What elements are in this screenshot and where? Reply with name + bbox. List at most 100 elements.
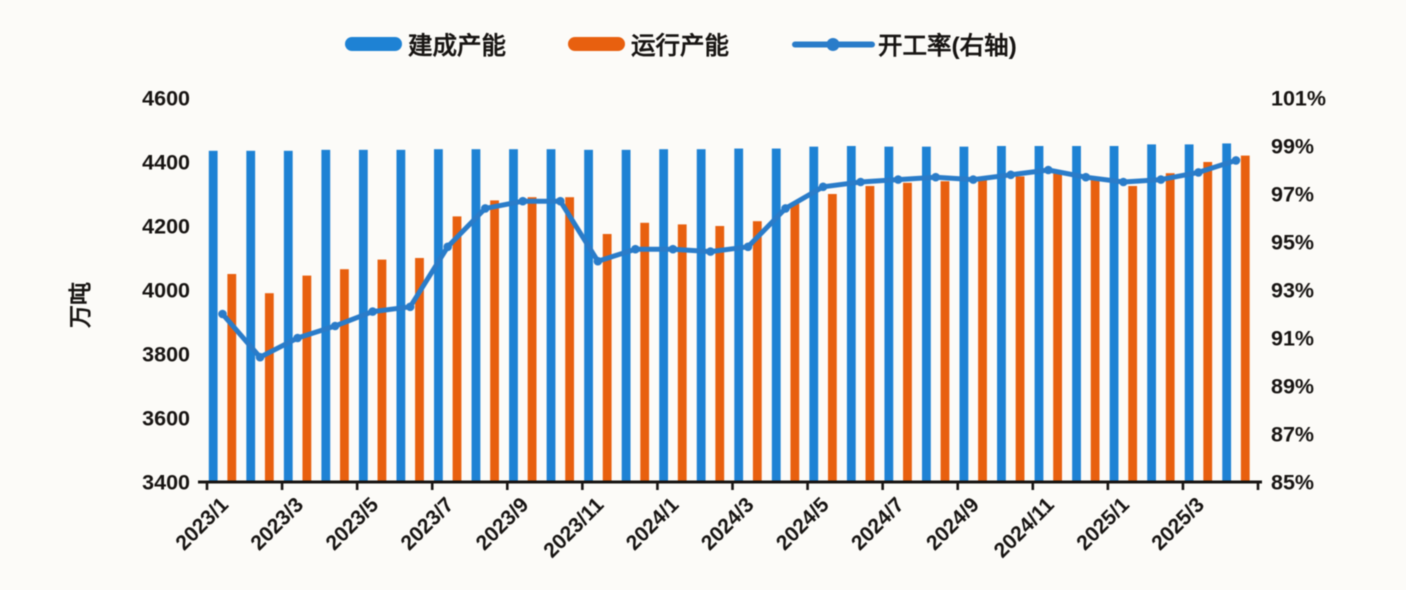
operating-rate-marker bbox=[856, 177, 865, 187]
left-axis-tick-label: 3600 bbox=[142, 407, 190, 431]
built-capacity-bar bbox=[321, 149, 331, 483]
operating-capacity-bar bbox=[715, 226, 725, 483]
operating-capacity-bar bbox=[377, 259, 387, 483]
operating-rate-marker bbox=[968, 175, 978, 184]
built-capacity-bar bbox=[1109, 146, 1119, 483]
operating-rate-marker bbox=[518, 196, 528, 206]
right-axis-tick-label: 87% bbox=[1271, 423, 1314, 447]
operating-capacity-bar bbox=[677, 224, 687, 483]
left-axis-tick-label: 4200 bbox=[142, 215, 190, 239]
built-capacity-bar bbox=[734, 148, 744, 483]
operating-capacity-bar bbox=[227, 274, 237, 483]
operating-rate-marker bbox=[368, 307, 377, 316]
right-axis-tick-label: 101% bbox=[1271, 87, 1326, 111]
operating-capacity-bar bbox=[415, 258, 424, 483]
operating-rate-marker bbox=[668, 244, 678, 254]
operating-capacity-bar bbox=[302, 275, 312, 483]
built-capacity-bar bbox=[997, 146, 1006, 483]
operating-capacity-bar bbox=[1053, 173, 1062, 483]
built-capacity-bar bbox=[959, 146, 969, 483]
x-axis-tick-label: 2023/7 bbox=[397, 493, 459, 555]
left-axis-tick-label: 4400 bbox=[142, 151, 190, 175]
operating-rate-marker bbox=[405, 302, 415, 312]
built-capacity-bar bbox=[246, 150, 256, 484]
built-capacity-bar bbox=[846, 146, 856, 483]
built-capacity-bar bbox=[1147, 144, 1156, 483]
built-capacity-bar bbox=[283, 150, 293, 484]
x-axis-tick-label: 2023/3 bbox=[246, 493, 308, 555]
operating-rate-marker bbox=[1119, 177, 1128, 187]
right-axis-tick-label: 91% bbox=[1271, 327, 1314, 351]
legend-item-built-swatch bbox=[345, 37, 402, 51]
operating-rate-marker bbox=[893, 175, 903, 184]
operating-capacity-bar bbox=[790, 203, 800, 483]
operating-rate-marker bbox=[743, 242, 753, 252]
built-capacity-bar bbox=[696, 149, 706, 483]
operating-rate-marker bbox=[293, 333, 302, 343]
x-axis-tick-label: 2024/1 bbox=[622, 493, 684, 555]
operating-capacity-bar bbox=[340, 269, 349, 483]
built-capacity-bar bbox=[659, 149, 669, 483]
x-axis-tick-label: 2025/3 bbox=[1147, 493, 1209, 555]
left-axis-tick-label: 3400 bbox=[142, 471, 190, 495]
operating-rate-marker bbox=[706, 247, 715, 256]
operating-capacity-bar bbox=[865, 186, 875, 483]
x-axis-tick-label: 2024/3 bbox=[697, 493, 759, 555]
operating-rate-marker bbox=[1156, 175, 1166, 184]
operating-rate-marker bbox=[1194, 168, 1203, 177]
operating-capacity-bar bbox=[1203, 162, 1213, 483]
operating-rate-marker bbox=[556, 196, 565, 206]
x-axis-tick-label: 2024/11 bbox=[990, 493, 1059, 562]
operating-rate-marker bbox=[818, 182, 828, 192]
right-axis-tick-label: 85% bbox=[1271, 471, 1314, 495]
operating-rate-marker bbox=[1231, 156, 1241, 165]
legend-item-operating-label: 运行产能 bbox=[631, 31, 729, 60]
operating-capacity-bar bbox=[1015, 176, 1025, 483]
x-axis-tick-label: 2024/7 bbox=[847, 493, 909, 555]
built-capacity-bar bbox=[396, 149, 406, 483]
operating-capacity-bar bbox=[940, 181, 950, 483]
operating-rate-marker bbox=[593, 256, 603, 266]
built-capacity-bar bbox=[921, 146, 931, 483]
operating-rate-marker bbox=[480, 204, 490, 213]
legend-item-rate-label: 开工率(右轴) bbox=[878, 31, 1017, 60]
x-axis-tick-label: 2025/1 bbox=[1072, 493, 1134, 555]
operating-rate-line bbox=[220, 157, 1239, 360]
operating-capacity-bar bbox=[752, 221, 762, 483]
built-capacity-bar bbox=[434, 149, 443, 483]
built-capacity-bar bbox=[546, 149, 556, 483]
built-capacity-bar bbox=[208, 150, 218, 484]
left-axis-tick-label: 4600 bbox=[142, 87, 190, 111]
operating-rate-marker bbox=[443, 242, 453, 252]
left-axis-tick-label: 3800 bbox=[142, 343, 190, 367]
built-capacity-bar bbox=[1222, 143, 1232, 483]
operating-capacity-bar bbox=[1165, 173, 1175, 483]
x-axis-tick-label: 2023/1 bbox=[171, 493, 233, 555]
right-axis-tick-label: 99% bbox=[1271, 135, 1314, 159]
built-capacity-bar bbox=[1034, 146, 1044, 483]
operating-capacity-bar bbox=[640, 222, 650, 484]
operating-rate-marker bbox=[781, 204, 790, 213]
built-capacity-bar bbox=[621, 149, 631, 483]
operating-capacity-bar bbox=[490, 200, 499, 483]
operating-rate-marker bbox=[1043, 165, 1053, 175]
right-axis-tick-label: 89% bbox=[1271, 375, 1314, 399]
operating-capacity-bar bbox=[1240, 155, 1250, 483]
built-capacity-bar bbox=[471, 149, 481, 483]
operating-capacity-bar bbox=[602, 234, 612, 483]
operating-capacity-bar bbox=[264, 293, 274, 483]
operating-capacity-bar bbox=[978, 179, 987, 483]
built-capacity-bar bbox=[809, 146, 819, 483]
operating-capacity-bar bbox=[452, 216, 462, 483]
operating-rate-marker bbox=[631, 244, 640, 254]
right-axis-tick-label: 97% bbox=[1271, 183, 1314, 207]
operating-rate-marker bbox=[330, 321, 340, 331]
operating-capacity-bar bbox=[1090, 179, 1100, 483]
operating-rate-marker bbox=[1006, 170, 1016, 180]
left-axis-tick-label: 4000 bbox=[142, 279, 190, 303]
operating-rate-marker bbox=[255, 352, 265, 362]
built-capacity-bar bbox=[771, 148, 781, 483]
x-axis-tick-label: 2024/5 bbox=[772, 493, 834, 555]
x-axis-tick-label: 2023/9 bbox=[472, 493, 534, 555]
